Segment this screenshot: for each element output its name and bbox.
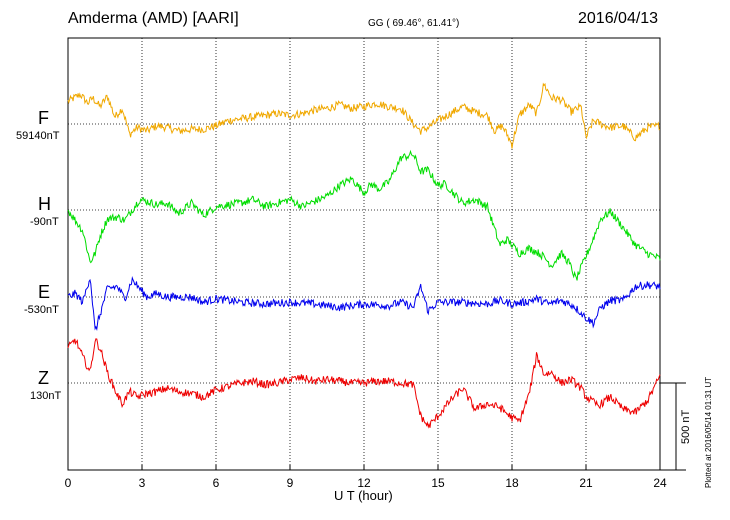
scale-bar-label: 500 nT [680, 409, 692, 444]
geographic-coordinates: GG ( 69.46°, 61.41°) [368, 18, 460, 29]
x-tick-label: 9 [287, 476, 294, 490]
series-line-e [68, 275, 661, 332]
date-label: 2016/04/13 [578, 10, 659, 27]
x-tick-label: 0 [65, 476, 72, 490]
x-axis-label: U T (hour) [334, 488, 393, 503]
channel-label-e: E [38, 282, 51, 302]
x-tick-label: 6 [213, 476, 220, 490]
x-tick-label: 21 [579, 476, 593, 490]
series-line-f [67, 82, 661, 149]
grid-layer [68, 38, 660, 470]
series-layer [67, 82, 661, 429]
x-axis: 0 3 6 9 12 15 18 21 24 [65, 465, 667, 490]
channel-baseline-f: 59140nT [16, 130, 60, 142]
channel-label-f: F [38, 108, 49, 128]
x-tick-label: 24 [653, 476, 667, 490]
channel-baseline-z: 130nT [30, 390, 62, 402]
x-tick-label: 3 [139, 476, 146, 490]
x-tick-label: 12 [357, 476, 371, 490]
channel-label-h: H [38, 194, 51, 214]
x-tick-label: 15 [431, 476, 445, 490]
scale-bar [660, 382, 686, 471]
plotted-timestamp: Plotted at 2016/05/14 01:31 UT [704, 376, 713, 488]
series-line-h [67, 149, 661, 281]
station-title: Amderma (AMD) [AARI] [68, 10, 239, 27]
channel-label-z: Z [38, 368, 49, 388]
channel-baseline-e: -530nT [24, 304, 59, 316]
channel-baseline-h: -90nT [30, 216, 59, 228]
x-tick-label: 18 [505, 476, 519, 490]
series-line-z [67, 338, 661, 429]
